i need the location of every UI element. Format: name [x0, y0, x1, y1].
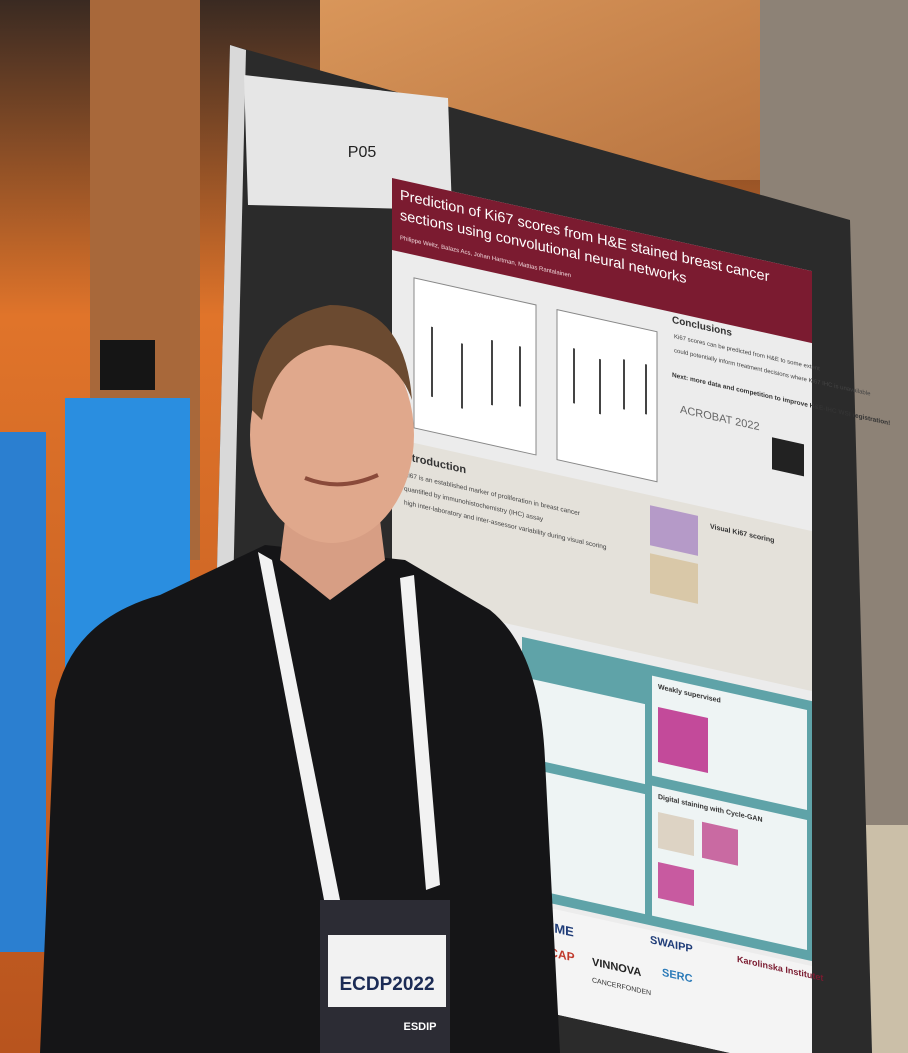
badge-event: ECDP2022: [339, 974, 434, 995]
qr-code: [772, 437, 804, 477]
lanyard: [400, 575, 440, 890]
sign-label: P05: [348, 144, 377, 161]
histology-image: [658, 811, 694, 856]
method-panel: [530, 768, 645, 915]
histology-image: [650, 553, 698, 604]
weakly-panel: [652, 675, 807, 811]
plot-panel: [556, 308, 658, 483]
intro-section: [392, 438, 812, 692]
badge-org: ESDIP: [403, 1021, 436, 1033]
hair: [251, 305, 412, 420]
face: [250, 327, 414, 543]
title-bar: [392, 177, 812, 344]
histology-image: [658, 861, 694, 906]
histology-image: [650, 505, 698, 556]
speaker: [100, 340, 155, 390]
plot-panel: [413, 277, 537, 456]
sign-paper: [244, 75, 452, 210]
monitor: [0, 432, 46, 952]
histology-image: [658, 706, 708, 774]
lanyard: [258, 552, 340, 905]
badge-card: [328, 935, 446, 1007]
logo-strip: [522, 901, 812, 1053]
histology-image: [702, 821, 738, 866]
shirt: [40, 545, 560, 1053]
smile: [304, 473, 379, 487]
plot-whiskers: [431, 326, 647, 415]
method-panel: [530, 678, 645, 785]
